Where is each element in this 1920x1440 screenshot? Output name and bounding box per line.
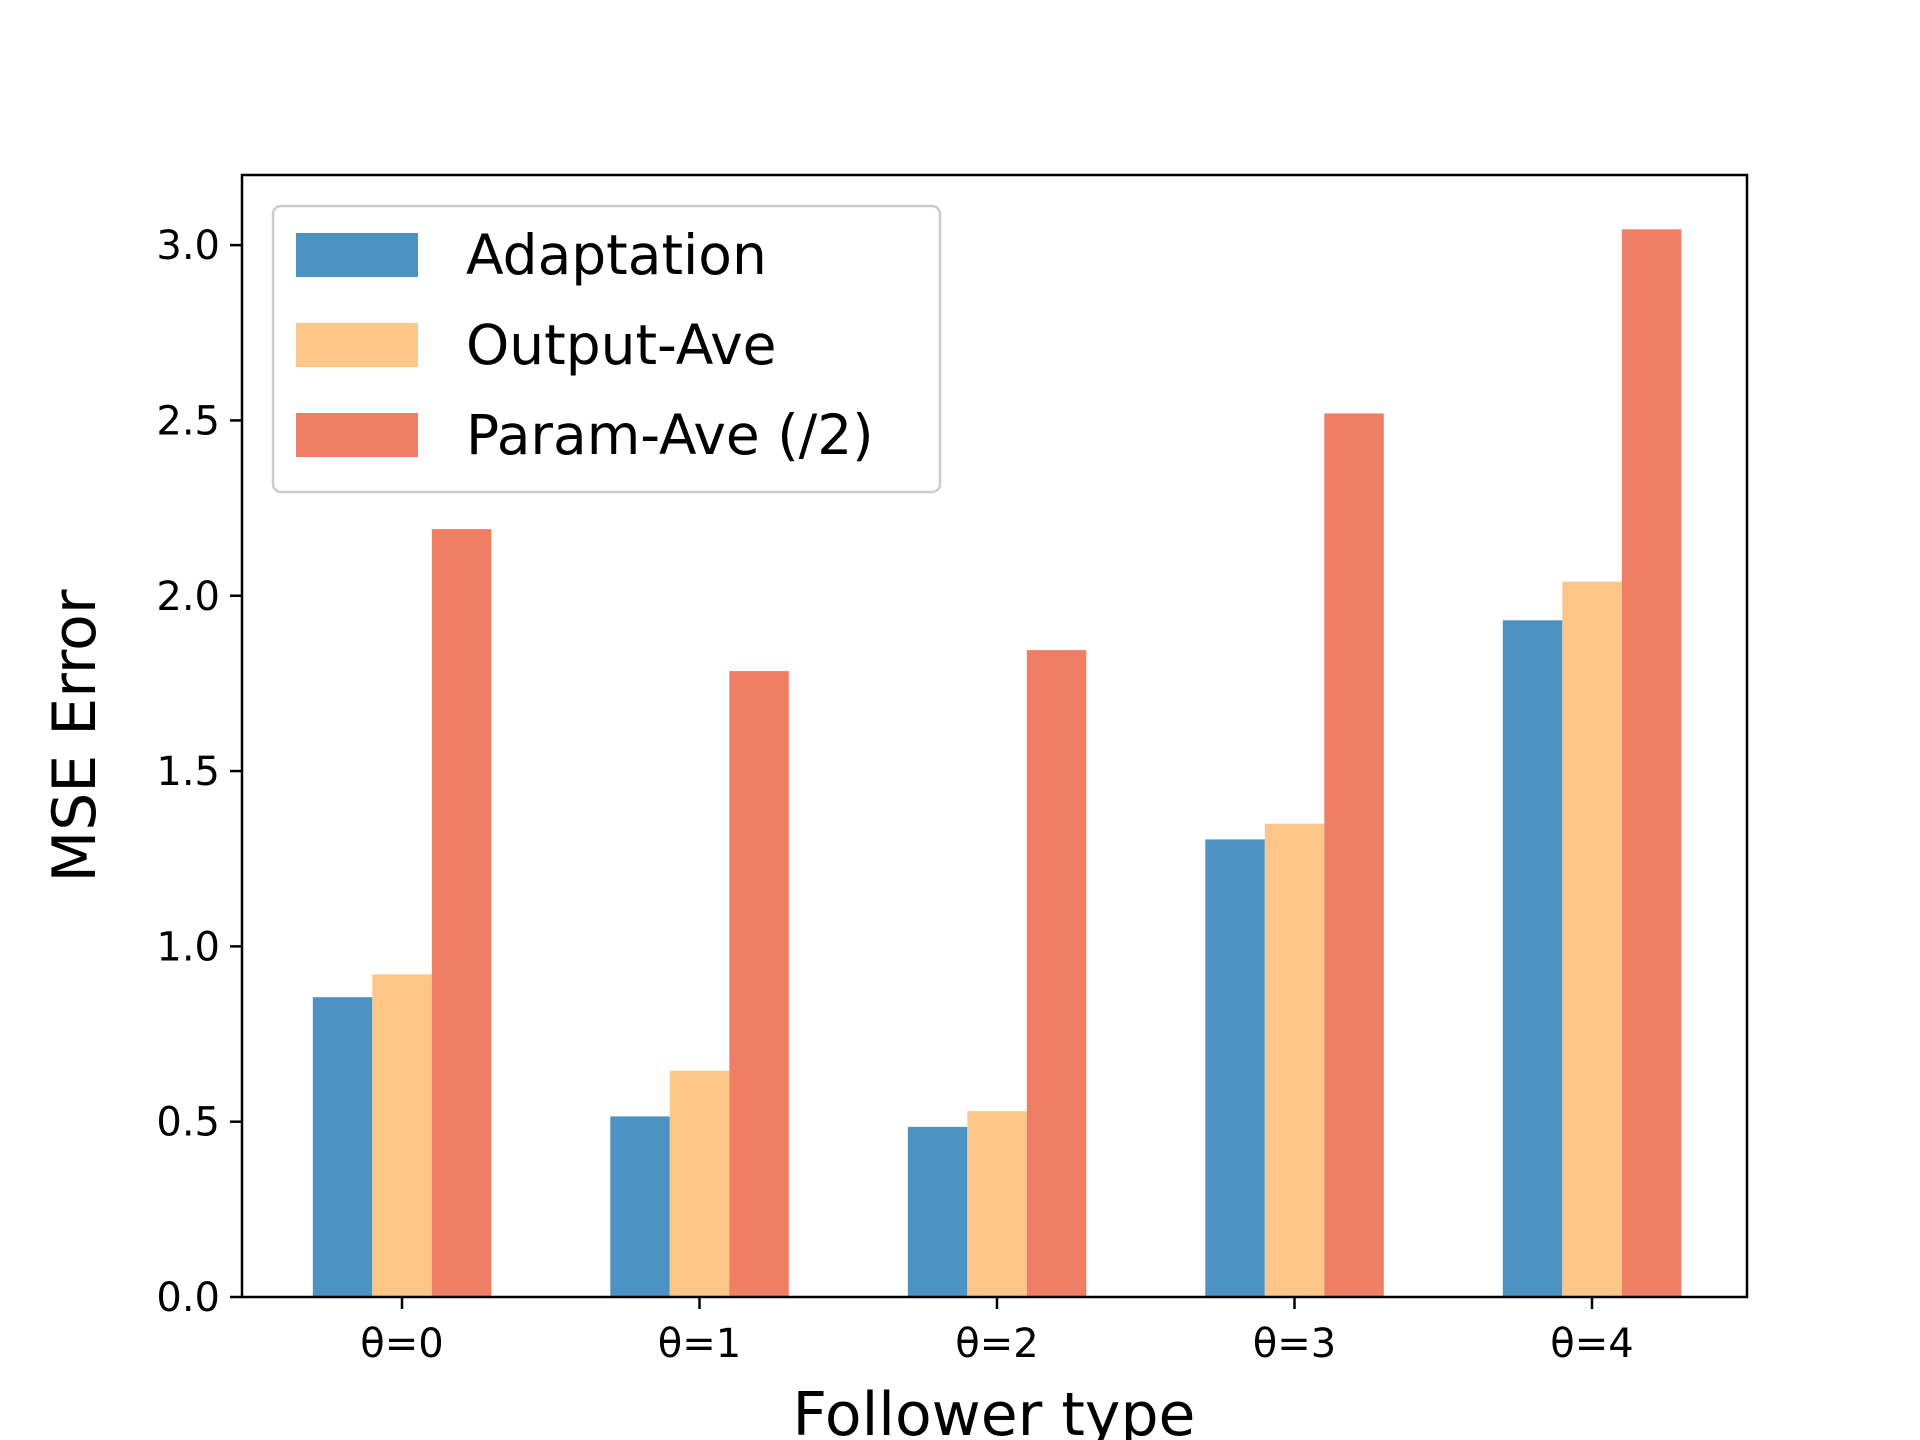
- y-tick-label: 0.0: [156, 1275, 220, 1321]
- legend-label-0: Adaptation: [466, 223, 767, 287]
- bar-adaptation-1: [610, 1116, 670, 1297]
- y-tick-label: 1.0: [156, 924, 220, 970]
- y-tick-label: 3.0: [156, 223, 220, 269]
- y-tick-label: 1.5: [156, 749, 220, 795]
- bar-output-ave-4: [1562, 581, 1622, 1297]
- y-tick-label: 2.5: [156, 398, 220, 444]
- bar-param-ave-2-0: [431, 529, 492, 1297]
- legend-label-1: Output-Ave: [466, 313, 776, 377]
- y-axis: 0.0 0.5 1.0 1.5 2.0 2.5 3.0: [156, 223, 242, 1321]
- y-axis-label: MSE Error: [40, 589, 110, 882]
- legend-swatch-1: [296, 323, 418, 367]
- plot-frame: [240, 173, 1749, 1299]
- bar-param-ave-2-3: [1324, 413, 1384, 1297]
- bar-adaptation-4: [1502, 620, 1563, 1297]
- bar-param-ave-2-4: [1621, 229, 1682, 1297]
- bar-adaptation-2: [907, 1126, 968, 1297]
- bar-output-ave-2: [967, 1111, 1027, 1297]
- legend-frame: [271, 204, 942, 494]
- bar-adaptation-0: [312, 997, 373, 1297]
- bar-output-ave-1: [669, 1070, 730, 1297]
- x-axis: θ=0 θ=1 θ=2 θ=3 θ=4: [360, 1297, 1634, 1367]
- bar-param-ave-2-2: [1026, 650, 1087, 1297]
- y-tick-label: 0.5: [156, 1100, 220, 1146]
- x-tick-label: θ=4: [1550, 1321, 1633, 1367]
- x-tick-label: θ=2: [955, 1321, 1038, 1367]
- legend-label-2: Param-Ave (/2): [466, 403, 874, 467]
- x-axis-label: Follower type: [793, 1380, 1196, 1440]
- bar-output-ave-0: [372, 974, 432, 1297]
- bar-adaptation-3: [1205, 839, 1265, 1297]
- x-tick-label: θ=3: [1253, 1321, 1336, 1367]
- bar-param-ave-2-1: [729, 671, 789, 1297]
- legend-swatch-2: [296, 413, 418, 457]
- x-tick-label: θ=0: [360, 1321, 443, 1367]
- bar-output-ave-3: [1264, 823, 1325, 1297]
- legend: Adaptation Output-Ave Param-Ave (/2): [271, 204, 942, 494]
- legend-swatch-0: [296, 233, 418, 277]
- bars-group: [312, 229, 1682, 1297]
- x-tick-label: θ=1: [658, 1321, 741, 1367]
- y-tick-label: 2.0: [156, 574, 220, 620]
